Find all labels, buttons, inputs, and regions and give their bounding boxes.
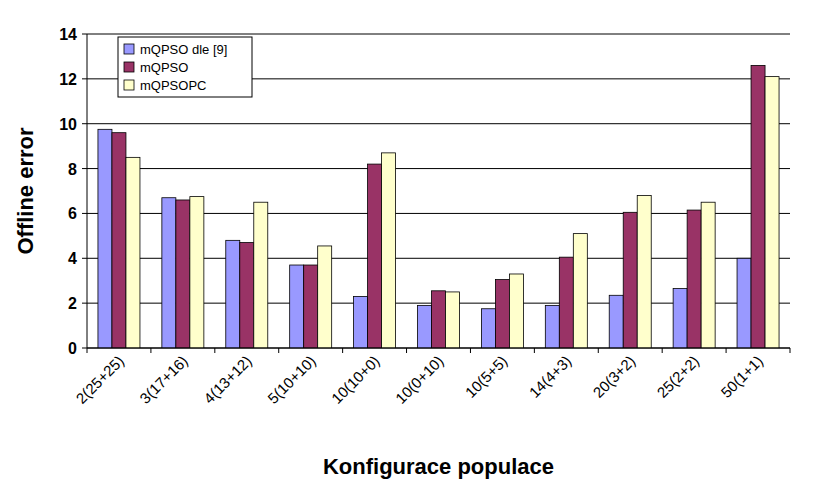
y-tick-label: 4 <box>68 250 77 267</box>
bar <box>368 164 382 348</box>
x-tick <box>342 348 343 353</box>
bars <box>98 65 779 348</box>
y-tick-label: 14 <box>59 26 77 43</box>
bar <box>481 309 495 348</box>
y-tick <box>82 34 87 35</box>
bar <box>162 198 176 348</box>
bar <box>609 295 623 348</box>
x-tick <box>406 348 407 353</box>
bar <box>737 258 751 348</box>
y-axis <box>87 34 88 348</box>
y-tick-label: 8 <box>68 161 77 178</box>
legend-swatch <box>124 44 134 54</box>
bar <box>240 243 254 348</box>
legend-label: mQPSO dle [9] <box>140 42 227 57</box>
y-tick <box>82 258 87 259</box>
bar <box>637 195 651 348</box>
bar <box>112 133 126 348</box>
bar <box>176 200 190 348</box>
y-tick <box>82 78 87 79</box>
bar <box>495 280 509 348</box>
legend-swatch <box>124 80 134 90</box>
y-tick <box>82 123 87 124</box>
x-tick-label: 50(1+1) <box>717 352 766 401</box>
x-tick-label: 25(2+2) <box>653 352 702 401</box>
bar <box>623 212 637 348</box>
x-tick-label: 4(13+12) <box>200 352 255 407</box>
bar <box>545 305 559 348</box>
x-tick <box>470 348 471 353</box>
bar <box>701 202 715 348</box>
bar <box>354 296 368 348</box>
bar <box>318 246 332 348</box>
x-tick-label: 10(10+0) <box>328 352 383 407</box>
bar <box>573 234 587 348</box>
x-axis <box>87 348 790 349</box>
bar <box>304 265 318 348</box>
bar <box>446 292 460 348</box>
bar <box>382 153 396 348</box>
x-tick-label: 10(5+5) <box>462 352 511 401</box>
x-tick-label: 14(4+3) <box>526 352 575 401</box>
grid-line <box>87 34 790 35</box>
bar <box>509 274 523 348</box>
x-tick <box>726 348 727 353</box>
legend-label: mQPSO <box>140 60 188 75</box>
x-tick-label: 20(3+2) <box>589 352 638 401</box>
grid-line <box>87 123 790 124</box>
legend-swatch <box>124 62 134 72</box>
bar <box>226 240 240 348</box>
y-tick <box>82 303 87 304</box>
x-tick <box>790 348 791 353</box>
legend-box <box>118 37 252 97</box>
y-tick <box>82 168 87 169</box>
bar <box>765 77 779 348</box>
bar <box>673 289 687 348</box>
y-tick-label: 6 <box>68 205 77 222</box>
y-tick <box>82 348 87 349</box>
y-tick-label: 0 <box>68 340 77 357</box>
x-tick <box>150 348 151 353</box>
chart: 0 2 4 6 8 10 12 14 2(25+25)3(17+16)4(13+12)5(10+… <box>0 0 815 488</box>
legend-label: mQPSOPC <box>140 78 206 93</box>
bar <box>126 157 140 348</box>
x-tick <box>534 348 535 353</box>
bar <box>559 257 573 348</box>
x-tick <box>87 348 88 353</box>
x-tick <box>598 348 599 353</box>
y-tick-label: 12 <box>59 71 77 88</box>
bar <box>254 202 268 348</box>
x-axis-title: Konfigurace populace <box>323 454 554 479</box>
x-tick <box>278 348 279 353</box>
bar <box>190 197 204 348</box>
x-tick <box>214 348 215 353</box>
x-tick-label: 3(17+16) <box>136 352 191 407</box>
bar <box>432 291 446 348</box>
grid-line <box>87 348 790 349</box>
x-tick-label: 2(25+25) <box>72 352 127 407</box>
y-tick-label: 10 <box>59 116 77 133</box>
background <box>0 0 815 488</box>
bar <box>687 210 701 348</box>
bar <box>98 129 112 348</box>
y-tick-label: 2 <box>68 295 77 312</box>
y-tick <box>82 213 87 214</box>
bar <box>751 65 765 348</box>
x-tick-label: 10(0+10) <box>392 352 447 407</box>
x-tick <box>662 348 663 353</box>
x-tick-label: 5(10+10) <box>264 352 319 407</box>
grid-line <box>87 168 790 169</box>
bar <box>290 265 304 348</box>
bar <box>418 305 432 348</box>
y-axis-title: Offline error <box>13 127 38 255</box>
